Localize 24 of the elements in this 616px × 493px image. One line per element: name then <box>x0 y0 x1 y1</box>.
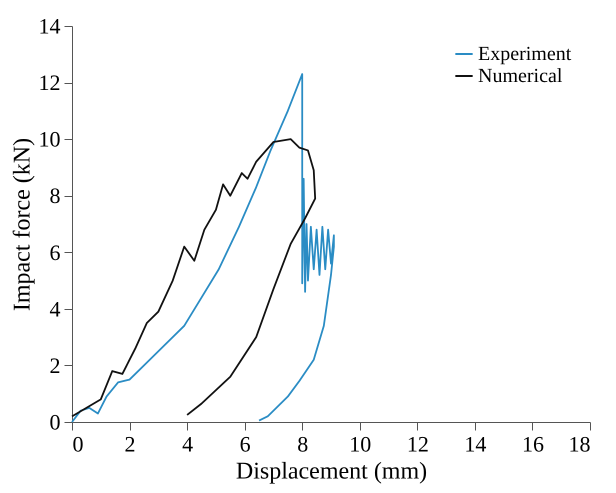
x-tick-label: 2 <box>124 432 136 456</box>
legend-label: Numerical <box>478 65 563 87</box>
y-tick-label: 0 <box>50 410 60 434</box>
legend-label: Experiment <box>478 43 572 65</box>
y-tick-label: 4 <box>50 296 60 322</box>
x-tick-label: 10 <box>349 432 372 456</box>
x-axis-title: Displacement (mm) <box>236 458 428 484</box>
y-tick-label: 10 <box>38 126 60 152</box>
x-tick-label: 6 <box>240 432 251 456</box>
y-tick-label: 12 <box>38 70 60 96</box>
line-series <box>71 138 316 418</box>
x-tick-label: 8 <box>297 432 308 456</box>
y-tick-label: 2 <box>50 352 60 378</box>
x-tick-label: 14 <box>464 432 486 456</box>
y-axis-title: Impact force (kN) <box>10 138 36 312</box>
line-series <box>71 73 335 423</box>
x-tick-label: 12 <box>406 432 429 456</box>
x-tick-label: 4 <box>182 432 194 456</box>
x-tick-label: 0 <box>72 432 84 456</box>
y-tick-label: 8 <box>50 183 60 208</box>
y-tick-label: 6 <box>50 240 60 265</box>
x-tick-label: 16 <box>522 432 544 456</box>
x-tick-label: 18 <box>568 432 590 456</box>
y-tick-label: 14 <box>38 14 60 38</box>
